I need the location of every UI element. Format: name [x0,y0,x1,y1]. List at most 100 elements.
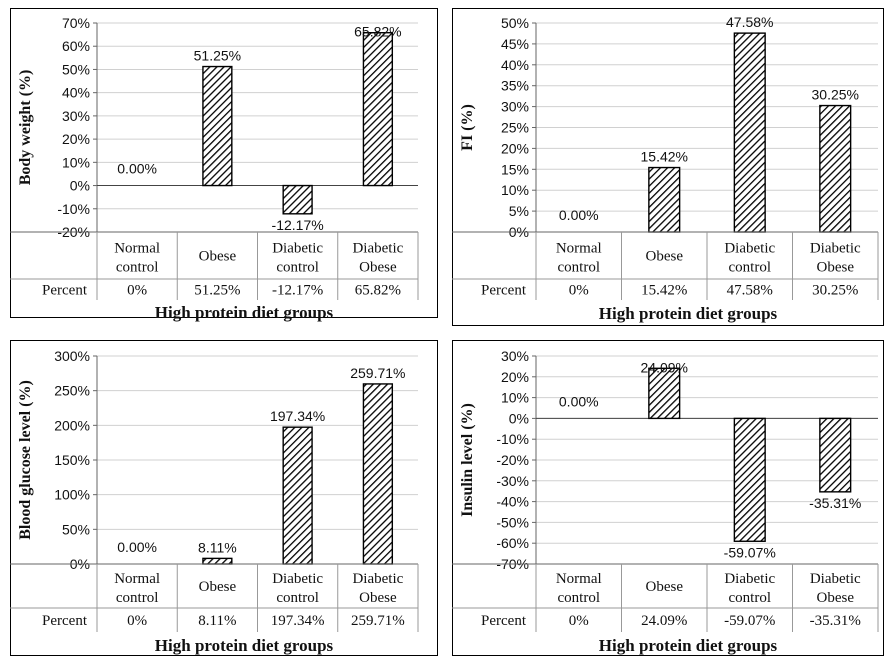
category-label: Diabetic control [272,241,323,276]
table-value: 0% [127,283,147,299]
x-axis-label: High protein diet groups [599,636,778,655]
x-axis-label: High protein diet groups [155,303,334,322]
y-tick-label: 20% [501,140,529,156]
data-label: 0.00% [117,539,157,555]
category-label: Normal control [556,571,602,606]
panel-frame [10,8,438,318]
table-row-header: Percent [481,283,527,299]
y-tick-label: 15% [501,161,529,177]
y-tick-label: 10% [501,182,529,198]
data-label: 65.82% [354,24,401,40]
y-tick-label: -40% [496,494,529,510]
y-axis-label: Insulin level (%) [459,403,476,517]
y-tick-label: 20% [62,131,90,147]
table-value: 8.11% [198,613,236,629]
y-tick-label: 50% [62,521,90,537]
data-label: -59.07% [724,544,776,560]
table-value: 259.71% [351,613,405,629]
y-tick-label: 60% [62,38,90,54]
category-label: Obese [199,249,237,265]
y-tick-label: 70% [62,15,90,31]
y-tick-label: 150% [54,452,90,468]
bar-diabetic-control [282,184,313,215]
y-tick-label: 50% [501,15,529,31]
category-label: Obese [646,579,684,595]
y-tick-label: 200% [54,417,90,433]
y-tick-label: 5% [509,203,529,219]
bar-diabetic-obese [362,383,394,565]
y-tick-label: -10% [57,201,90,217]
y-tick-label: 10% [501,390,529,406]
data-label: -12.17% [272,217,324,233]
data-label: 0.00% [117,161,157,177]
data-label: 24.09% [641,359,688,375]
y-tick-label: 0% [509,410,529,426]
table-value: 47.58% [727,283,773,299]
category-label: Normal control [114,571,160,606]
table-value: -35.31% [810,613,861,629]
data-label: 51.25% [194,48,241,64]
y-tick-label: 35% [501,78,529,94]
table-value: 0% [569,283,589,299]
bar-obese [202,65,233,187]
y-tick-label: 30% [501,99,529,115]
bar-obese [202,557,233,565]
data-label: 0.00% [559,207,599,223]
table-value: -59.07% [724,613,775,629]
y-tick-label: -10% [496,431,529,447]
category-label: Normal control [114,241,160,276]
bar-diabetic-obese [362,32,394,187]
table-value: -12.17% [272,283,323,299]
table-value: 0% [569,613,589,629]
y-tick-label: -60% [496,535,529,551]
x-axis-label: High protein diet groups [599,304,778,323]
data-label: 259.71% [350,365,405,381]
table-value: 51.25% [194,283,240,299]
y-tick-label: 30% [501,348,529,364]
y-axis-label: Blood glucose level (%) [17,380,34,540]
category-label: Obese [199,579,237,595]
chart-panel-2: 0% 5% 10% 15% 20% 25% 30% 35% 40% 45% 50% 0.00% 15.4… [452,8,884,326]
table-value: 0% [127,613,147,629]
chart-panel-3: 0% 50% 100% 150% 200% 250% 300% 0.00% 8.11% 197.3… [10,340,438,656]
data-label: 47.58% [726,14,773,30]
y-tick-label: 0% [70,178,90,194]
table-value: 24.09% [641,613,687,629]
category-label: Obese [646,249,684,265]
y-tick-label: 40% [62,85,90,101]
y-tick-label: 100% [54,487,90,503]
bar-diabetic-control [282,426,313,565]
table-value: 15.42% [641,283,687,299]
table-row-header: Percent [481,613,527,629]
table-value: 65.82% [355,283,401,299]
category-label: Diabetic Obese [352,571,403,606]
data-label: 197.34% [270,408,325,424]
y-tick-label: 10% [62,154,90,170]
y-tick-label: 250% [54,383,90,399]
data-label: 15.42% [641,149,688,165]
bar-diabetic-obese [819,104,852,233]
category-label: Diabetic Obese [810,241,861,276]
data-label: 8.11% [198,539,237,555]
bar-diabetic-obese [819,417,852,493]
category-label: Diabetic control [724,241,775,276]
bar-obese [648,367,681,420]
category-label: Diabetic control [724,571,775,606]
bar-diabetic-control [733,417,766,542]
y-tick-label: 300% [54,348,90,364]
y-tick-label: 45% [501,36,529,52]
bar-diabetic-control [733,32,766,233]
table-row-header: Percent [42,613,88,629]
y-tick-label: -50% [496,514,529,530]
y-tick-label: 25% [501,120,529,136]
bar-obese [648,166,681,233]
chart-panel-1: -20%-10%0%10%20%30%40%50%60%70%0.00%51.2… [10,8,438,322]
y-tick-label: -20% [496,452,529,468]
table-row-header: Percent [42,283,88,299]
category-label: Diabetic Obese [810,571,861,606]
chart-panel-4: -70%-60%-50%-40%-30%-20%-10%0%10%20%30%0… [452,340,884,656]
y-tick-label: 20% [501,369,529,385]
category-label: Diabetic Obese [352,241,403,276]
x-axis-label: High protein diet groups [155,636,334,655]
